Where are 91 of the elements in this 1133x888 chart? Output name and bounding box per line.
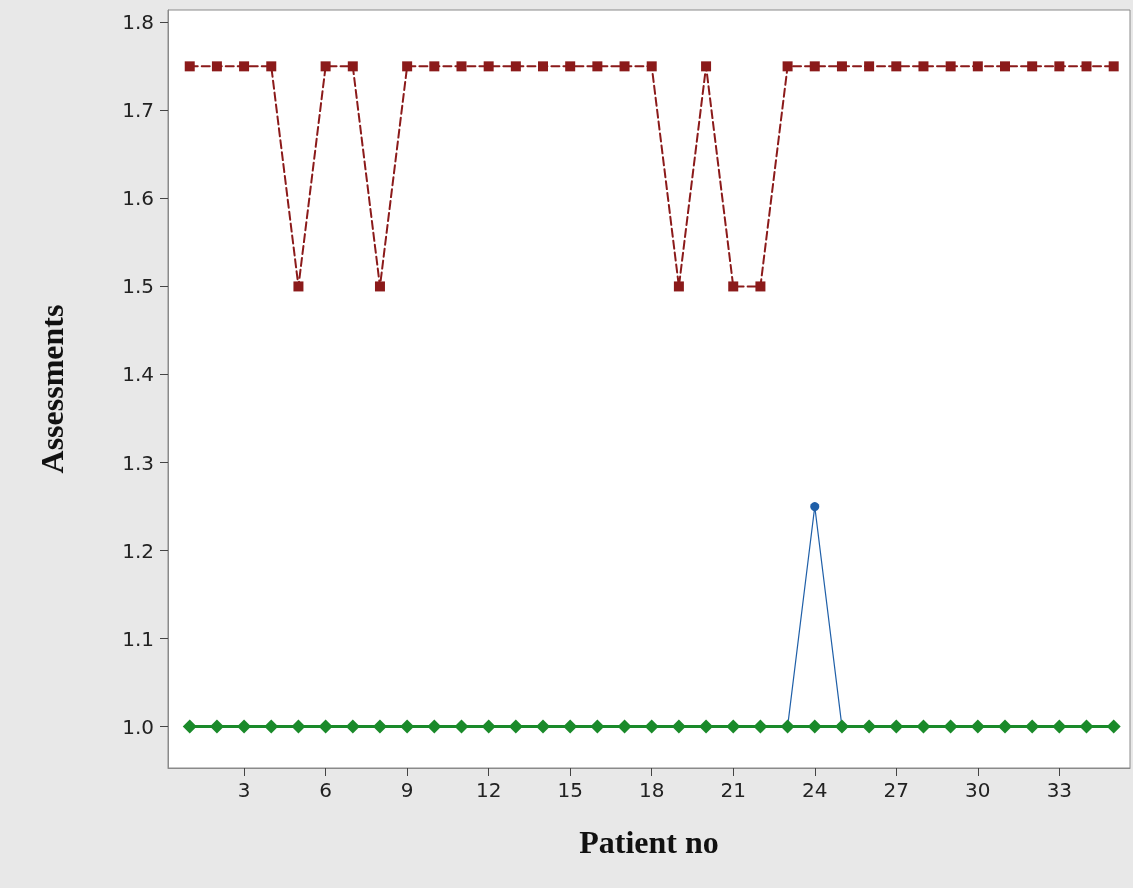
point <box>318 719 333 734</box>
point <box>726 719 741 734</box>
x-tick-label: 15 <box>557 778 583 802</box>
point <box>810 502 820 512</box>
point <box>644 719 659 734</box>
point <box>264 719 279 734</box>
point <box>970 719 985 734</box>
point <box>862 719 877 734</box>
point <box>864 61 875 72</box>
point <box>1027 61 1038 72</box>
point <box>266 61 277 72</box>
point <box>510 61 521 72</box>
point <box>182 719 197 734</box>
point <box>538 61 549 72</box>
x-tick-label: 24 <box>802 778 828 802</box>
point <box>293 281 304 292</box>
point <box>699 719 714 734</box>
point <box>999 61 1010 72</box>
point <box>1052 719 1067 734</box>
point <box>782 61 793 72</box>
point <box>673 281 684 292</box>
point <box>972 61 983 72</box>
point <box>728 281 739 292</box>
point <box>997 719 1012 734</box>
point <box>483 61 494 72</box>
y-axis-title: Assessments <box>34 304 70 474</box>
y-tick-label: 1.4 <box>122 362 154 387</box>
point <box>372 719 387 734</box>
point <box>836 61 847 72</box>
point <box>753 719 768 734</box>
x-tick-label: 27 <box>883 778 910 802</box>
point <box>345 719 360 734</box>
point <box>211 61 222 72</box>
y-tick-label: 1.6 <box>122 186 154 211</box>
point <box>1108 61 1119 72</box>
y-tick-label: 1.5 <box>122 274 154 299</box>
point <box>563 719 578 734</box>
point <box>807 719 822 734</box>
point <box>1054 61 1065 72</box>
point <box>1079 719 1094 734</box>
point <box>456 61 467 72</box>
x-tick-label: 21 <box>720 778 746 802</box>
y-tick-label: 1.3 <box>122 450 154 475</box>
point <box>918 61 929 72</box>
point <box>1106 719 1121 734</box>
point <box>1025 719 1040 734</box>
x-tick-label: 33 <box>1046 778 1073 802</box>
y-tick-label: 1.7 <box>122 98 154 123</box>
point <box>481 719 496 734</box>
point <box>402 61 413 72</box>
point <box>565 61 576 72</box>
point <box>590 719 605 734</box>
point <box>1081 61 1092 72</box>
point <box>617 719 632 734</box>
point <box>755 281 766 292</box>
x-tick-label: 18 <box>638 778 665 802</box>
point <box>671 719 686 734</box>
point <box>646 61 657 72</box>
x-tick-label: 3 <box>237 778 251 802</box>
y-tick-label: 1.1 <box>122 626 154 651</box>
point <box>429 61 440 72</box>
point <box>347 61 358 72</box>
x-tick-label: 6 <box>319 778 332 802</box>
point <box>237 719 252 734</box>
point <box>427 719 442 734</box>
point <box>184 61 195 72</box>
point <box>809 61 820 72</box>
y-tick-label: 1.0 <box>122 714 154 739</box>
point <box>239 61 250 72</box>
point <box>943 719 958 734</box>
point <box>291 719 306 734</box>
point <box>891 61 902 72</box>
point <box>374 281 385 292</box>
point <box>454 719 469 734</box>
point <box>701 61 712 72</box>
y-tick-label: 1.8 <box>122 10 154 35</box>
x-tick-label: 12 <box>475 778 502 802</box>
point <box>508 719 523 734</box>
y-tick-label: 1.2 <box>122 538 154 563</box>
point <box>320 61 331 72</box>
point <box>536 719 551 734</box>
point <box>619 61 630 72</box>
point <box>889 719 904 734</box>
x-tick-label: 9 <box>400 778 414 802</box>
point <box>592 61 603 72</box>
point <box>209 719 224 734</box>
point <box>945 61 956 72</box>
point <box>916 719 931 734</box>
point <box>400 719 415 734</box>
x-axis-title: Patient no <box>579 824 719 860</box>
x-tick-label: 30 <box>965 778 991 802</box>
